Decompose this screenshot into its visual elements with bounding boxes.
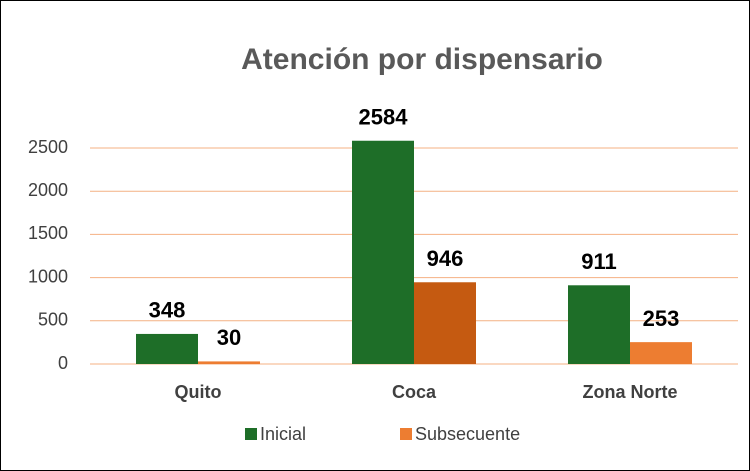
chart-title: Atención por dispensario	[241, 43, 603, 76]
y-tick-label: 2000	[28, 180, 68, 200]
y-tick-label: 0	[58, 353, 68, 373]
x-tick-label: Quito	[175, 382, 222, 402]
bar	[352, 140, 414, 364]
y-tick-label: 500	[38, 310, 68, 330]
bar	[198, 361, 260, 364]
bar	[568, 285, 630, 364]
x-tick-label: Zona Norte	[582, 382, 677, 402]
data-label: 253	[643, 306, 680, 331]
y-tick-label: 2500	[28, 137, 68, 157]
bar	[414, 282, 476, 364]
data-label: 348	[149, 298, 186, 323]
x-tick-label: Coca	[392, 382, 437, 402]
legend-swatch	[400, 428, 412, 440]
data-label: 946	[427, 246, 464, 271]
data-label: 911	[581, 249, 617, 274]
data-label: 2584	[359, 105, 409, 130]
legend-label: Subsecuente	[415, 424, 520, 444]
bar	[136, 333, 198, 364]
y-tick-label: 1000	[28, 266, 68, 286]
bar	[630, 342, 692, 364]
data-label: 30	[217, 325, 241, 350]
legend-swatch	[245, 428, 257, 440]
legend-label: Inicial	[260, 424, 306, 444]
y-tick-label: 1500	[28, 223, 68, 243]
